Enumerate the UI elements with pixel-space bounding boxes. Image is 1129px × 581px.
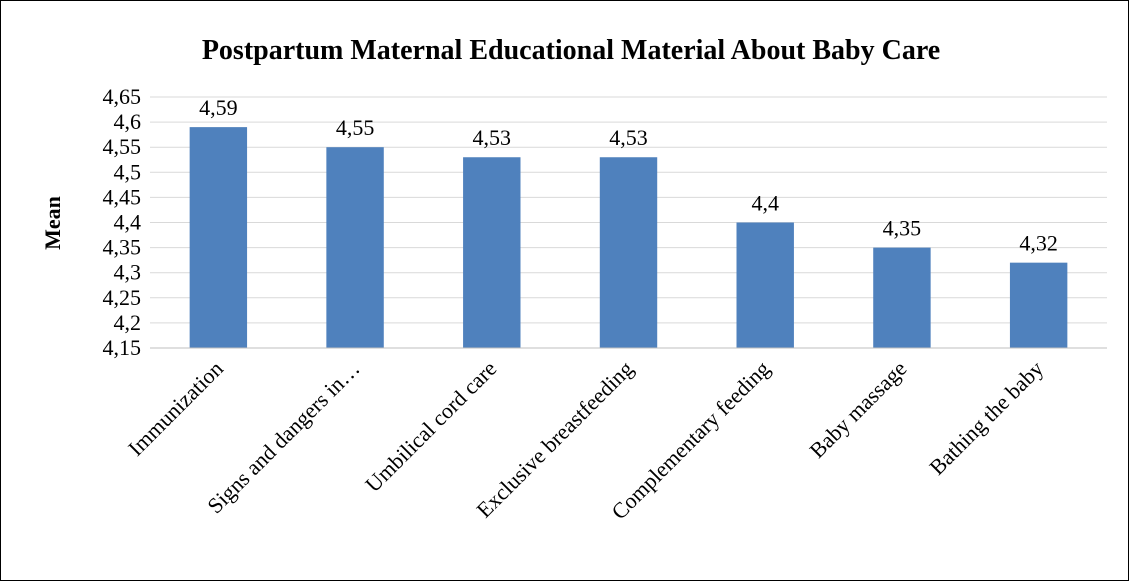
data-label: 4,53 xyxy=(609,125,648,150)
data-label: 4,32 xyxy=(1019,231,1058,256)
y-axis-label: Mean xyxy=(40,196,65,250)
x-tick-label: Immunization xyxy=(123,356,228,461)
y-tick-label: 4,5 xyxy=(114,159,142,184)
y-axis-ticks: 4,154,24,254,34,354,44,454,54,554,64,65 xyxy=(103,84,142,360)
data-label: 4,53 xyxy=(473,125,512,150)
chart-title: Postpartum Maternal Educational Material… xyxy=(202,35,940,66)
x-tick-label: Baby massage xyxy=(804,356,911,463)
x-tick-label: Bathing the baby xyxy=(924,356,1048,480)
y-tick-label: 4,55 xyxy=(103,134,142,159)
y-tick-label: 4,4 xyxy=(114,210,142,235)
bar xyxy=(463,157,521,348)
y-tick-label: 4,45 xyxy=(103,184,142,209)
y-tick-label: 4,3 xyxy=(114,260,142,285)
bar xyxy=(1009,262,1068,348)
bar xyxy=(189,127,248,349)
data-label: 4,35 xyxy=(883,216,922,241)
data-label: 4,4 xyxy=(751,191,779,216)
gridlines xyxy=(150,96,1107,324)
x-tick-label: Complementary feeding xyxy=(606,356,774,524)
y-tick-label: 4,6 xyxy=(114,109,142,134)
bar xyxy=(599,157,658,348)
bar xyxy=(873,247,931,348)
bars xyxy=(189,127,1068,349)
y-tick-label: 4,15 xyxy=(103,335,142,360)
y-tick-label: 4,2 xyxy=(114,310,142,335)
bar xyxy=(736,222,794,348)
x-tick-label: Exclusive breastfeeding xyxy=(471,356,638,523)
bar xyxy=(326,147,384,348)
y-tick-label: 4,35 xyxy=(103,235,142,260)
y-tick-label: 4,25 xyxy=(103,285,142,310)
data-labels: 4,59 4,55 4,53 4,53 4,4 4,35 4,32 xyxy=(199,95,1058,256)
data-label: 4,55 xyxy=(336,115,375,140)
data-label: 4,59 xyxy=(199,95,238,120)
y-tick-label: 4,65 xyxy=(103,84,142,109)
x-tick-label: Umbilical cord care xyxy=(360,356,501,497)
x-tick-label: Signs and dangers in… xyxy=(202,356,364,518)
